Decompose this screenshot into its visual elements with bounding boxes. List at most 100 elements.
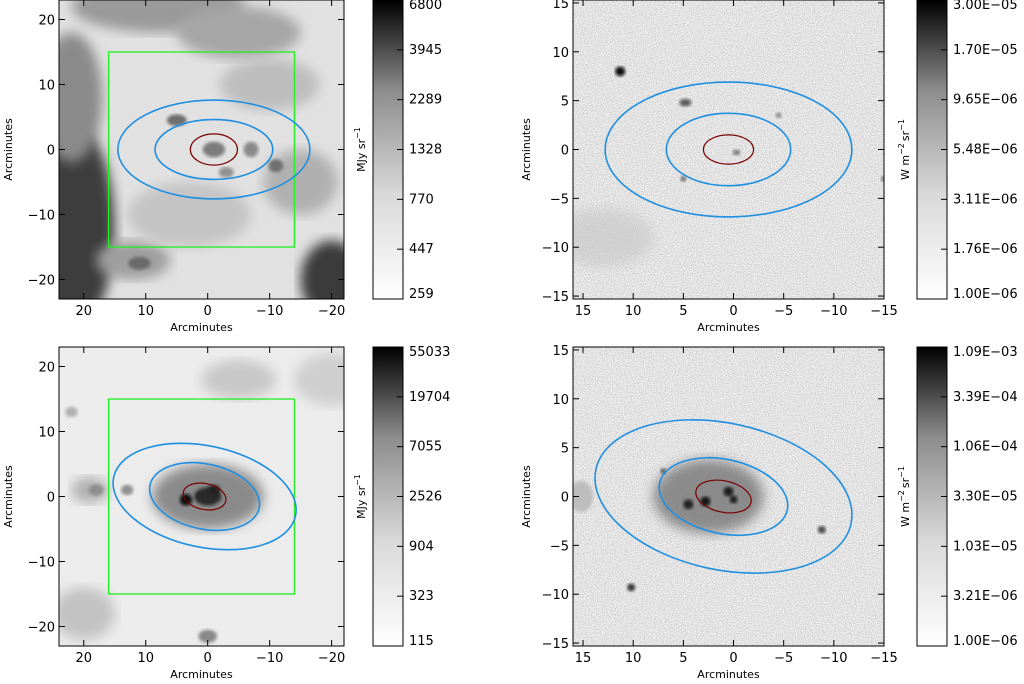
colorbar-tick-label: 1328 xyxy=(409,143,442,158)
colorbar-unit-exponent: −2 xyxy=(897,490,906,502)
y-tick-label: 10 xyxy=(38,426,55,441)
x-tick-label: −20 xyxy=(318,304,345,319)
image-source xyxy=(88,484,104,496)
image-source xyxy=(729,495,738,504)
y-tick-label: −5 xyxy=(550,539,569,554)
colorbar-tick-label: 259 xyxy=(409,287,434,302)
x-tick-label: −5 xyxy=(774,651,793,666)
x-axis-label: Arcminutes xyxy=(170,321,233,334)
colorbar-unit-label: W m−2 sr−1 xyxy=(897,119,912,180)
colorbar-tick-label: 904 xyxy=(409,539,434,554)
y-axis: −20 −10 0 10 20 xyxy=(28,361,344,636)
image-blob xyxy=(201,360,276,399)
image-source xyxy=(723,486,734,497)
x-axis: 20 10 0 −10 −20 xyxy=(76,347,345,666)
x-tick-label: 10 xyxy=(137,304,154,319)
y-axis-label: Arcminutes xyxy=(2,118,15,181)
colorbar-unit-exponent: −1 xyxy=(353,127,362,139)
colorbar-unit-text: MJy sr xyxy=(355,138,368,171)
y-tick-label: 15 xyxy=(552,0,569,12)
ellipse-outer-1 xyxy=(658,456,789,537)
y-axis-label: Arcminutes xyxy=(2,465,15,528)
y-tick-label: 10 xyxy=(552,393,569,408)
colorbar-tick-label: 55033 xyxy=(409,345,450,360)
image-source xyxy=(700,496,711,507)
colorbar-tick-label: 1.76E−06 xyxy=(953,242,1018,257)
y-axis: −15 −10 −5 0 5 10 15 xyxy=(542,0,884,305)
image-source xyxy=(268,159,284,173)
x-axis: 15 10 5 0 −5 −10 −15 xyxy=(575,0,898,319)
colorbar-unit-text: W m xyxy=(899,155,912,180)
aperture-box xyxy=(107,398,296,595)
x-tick-label: 0 xyxy=(204,651,212,666)
x-tick-label: −15 xyxy=(870,304,897,319)
image-source xyxy=(166,114,187,127)
colorbar-unit-exponent-2: −1 xyxy=(897,119,906,131)
panel-top-right: 15 10 5 0 −5 −10 −15 −15 −10 −5 0 5 10 15 Arcminutes Ar… xyxy=(520,0,1018,334)
image-source xyxy=(680,175,687,182)
colorbar-tick-label: 3.30E−05 xyxy=(953,490,1018,505)
y-tick-label: −20 xyxy=(28,274,55,289)
colorbar-tick-label: 2526 xyxy=(409,490,442,505)
colorbar-tick-label: 3945 xyxy=(409,43,442,58)
x-tick-label: 0 xyxy=(729,304,737,319)
y-tick-label: −5 xyxy=(550,192,569,207)
image-source xyxy=(198,629,217,643)
x-tick-label: 20 xyxy=(76,304,93,319)
image-bottom-right xyxy=(573,347,884,646)
x-tick-label: −10 xyxy=(820,651,847,666)
y-tick-label: −10 xyxy=(542,588,569,603)
image-blob xyxy=(300,240,344,299)
ellipse-outer-2 xyxy=(117,99,311,200)
image-blob xyxy=(127,182,252,247)
colorbar-tick-label: 115 xyxy=(409,634,434,649)
colorbar-unit-text-2: sr xyxy=(899,477,912,488)
y-tick-label: −15 xyxy=(542,637,569,652)
colorbar-unit-text: MJy sr xyxy=(355,485,368,518)
x-tick-label: −10 xyxy=(256,651,283,666)
y-tick-label: 10 xyxy=(552,46,569,61)
image-source xyxy=(243,141,259,158)
x-tick-label: 5 xyxy=(679,651,687,666)
ellipse-inner-0 xyxy=(702,134,755,165)
colorbar-tick-label: 6800 xyxy=(409,0,442,13)
colorbar-tick-label: 447 xyxy=(409,242,434,257)
x-tick-label: 10 xyxy=(137,651,154,666)
image-blob xyxy=(294,353,344,406)
x-tick-label: 10 xyxy=(625,651,642,666)
ellipse-outer-1 xyxy=(148,461,261,532)
image-blob xyxy=(263,149,338,215)
x-axis: 20 10 0 −10 −20 xyxy=(76,0,345,319)
colorbar-tick-label: 3.00E−05 xyxy=(953,0,1018,13)
y-tick-label: −10 xyxy=(28,209,55,224)
y-tick-label: 0 xyxy=(561,491,569,506)
colorbar-tick-label: 3.11E−06 xyxy=(953,192,1018,207)
image-blob xyxy=(573,480,594,513)
colorbar-tick-label: 3.39E−04 xyxy=(953,390,1018,405)
ellipse-outer-1 xyxy=(665,112,792,187)
x-tick-label: 10 xyxy=(625,304,642,319)
y-tick-label: −10 xyxy=(28,556,55,571)
image-blob xyxy=(59,587,115,640)
x-tick-label: 15 xyxy=(575,304,592,319)
ellipse-inner-0 xyxy=(182,482,227,511)
image-source xyxy=(775,112,782,119)
image-blob xyxy=(176,6,301,59)
y-tick-label: 5 xyxy=(561,442,569,457)
colorbar-tick-label: 2289 xyxy=(409,93,442,108)
colorbar-tick-label: 323 xyxy=(409,589,434,604)
colorbar-tick-label: 1.09E−03 xyxy=(953,345,1018,360)
y-tick-label: −10 xyxy=(542,241,569,256)
colorbar-tick-label: 1.06E−04 xyxy=(953,440,1018,455)
y-tick-label: 0 xyxy=(47,491,55,506)
x-tick-label: 20 xyxy=(76,651,93,666)
colorbar-unit-text: W m xyxy=(899,502,912,527)
x-tick-label: −10 xyxy=(256,304,283,319)
panel-bottom-left: 20 10 0 −10 −20 −20 −10 0 10 20 Arcminutes Arcminut… xyxy=(2,345,450,681)
ellipse-outer-2 xyxy=(594,419,853,574)
colorbar-unit-exponent: −1 xyxy=(353,474,362,486)
y-tick-label: 20 xyxy=(38,14,55,29)
image-blob xyxy=(220,58,320,111)
colorbar-tick-label: 1.00E−06 xyxy=(953,287,1018,302)
